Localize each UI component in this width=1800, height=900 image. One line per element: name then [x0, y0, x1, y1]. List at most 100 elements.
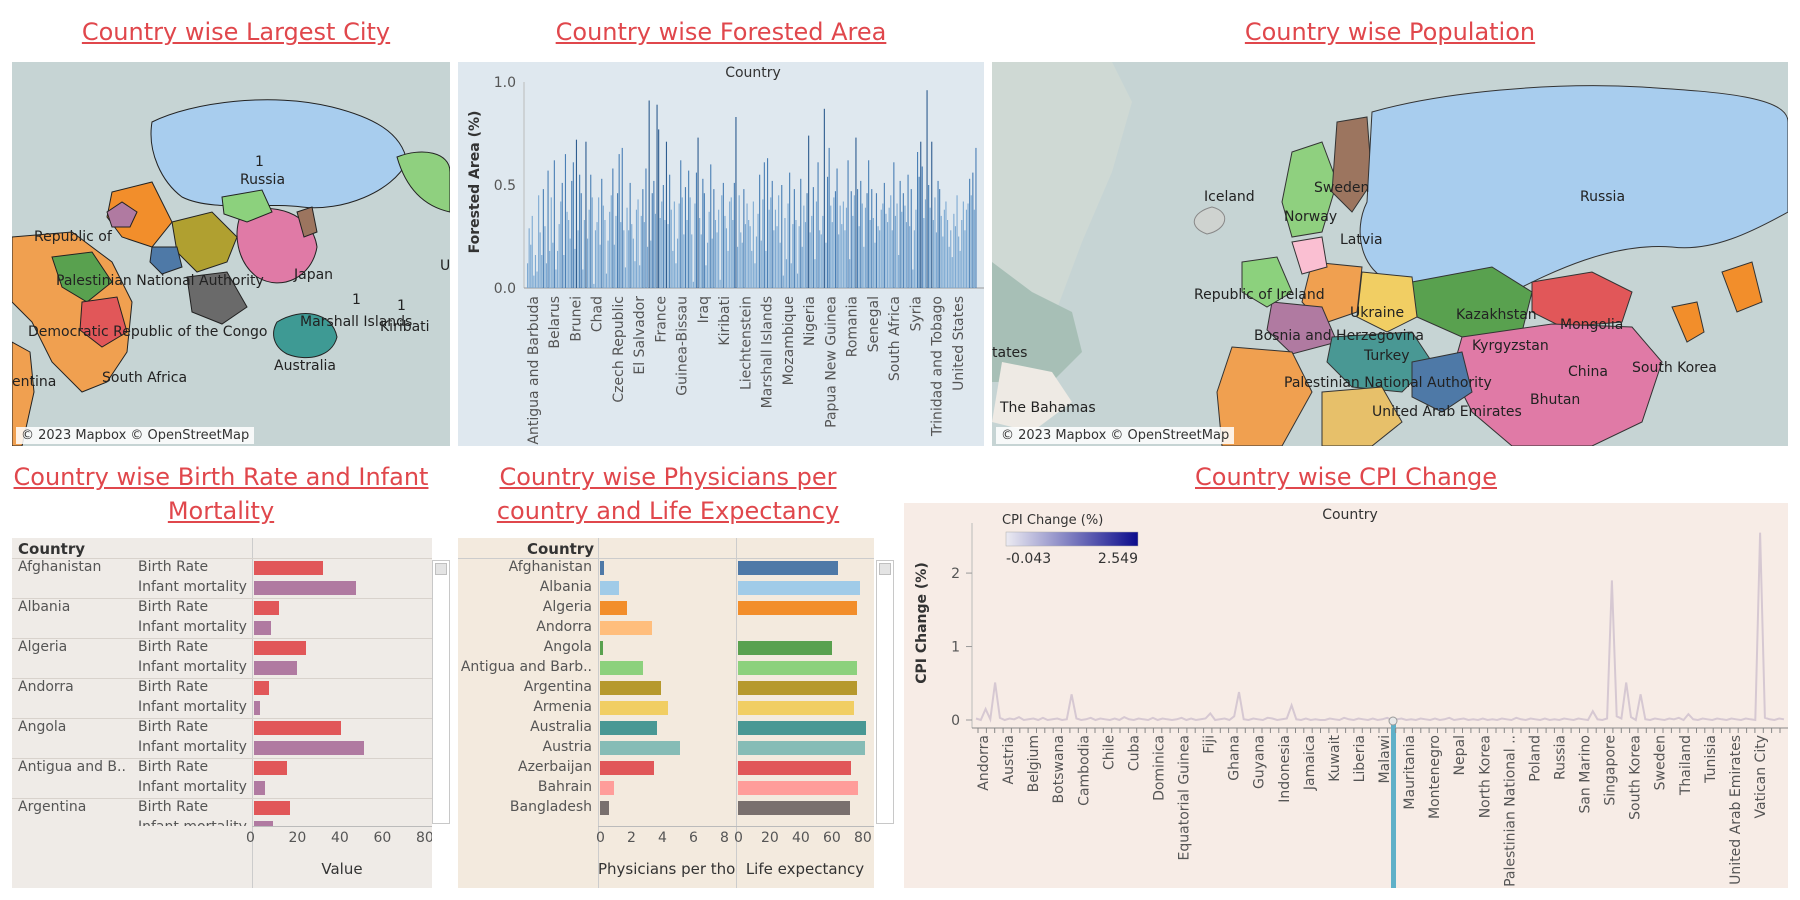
birth-rate-bar[interactable] [254, 721, 341, 735]
physicians-bar[interactable] [600, 701, 669, 715]
forest-bar [905, 222, 908, 288]
physicians-scrollbar-thumb[interactable] [879, 563, 891, 575]
forested-area-title[interactable]: Country wise Forested Area [555, 18, 887, 46]
physicians-country[interactable]: Andorra [536, 619, 592, 635]
forest-bar [858, 226, 860, 288]
cpi-highlight-point[interactable] [1388, 716, 1398, 726]
life-expectancy-bar[interactable] [738, 581, 860, 595]
infant-mortality-bar[interactable] [254, 821, 273, 826]
map-credit[interactable]: © 2023 Mapbox © OpenStreetMap [16, 427, 255, 444]
life-expectancy-bar[interactable] [738, 781, 858, 795]
life-expectancy-bar[interactable] [738, 741, 865, 755]
forest-bar [875, 193, 878, 288]
forest-bar [923, 218, 925, 288]
physicians-bar[interactable] [600, 621, 652, 635]
forest-bar [847, 160, 849, 288]
birth-infant-country[interactable]: Algeria [18, 639, 68, 655]
physicians-bar[interactable] [600, 761, 654, 775]
forest-bar [797, 273, 799, 288]
birth-infant-scrollbar-thumb[interactable] [435, 563, 447, 575]
forest-bar [958, 236, 960, 288]
physicians-country[interactable]: Angola [543, 639, 592, 655]
life-expectancy-bar[interactable] [738, 681, 857, 695]
physicians-bar[interactable] [600, 741, 681, 755]
forest-bar [861, 203, 863, 288]
forest-bar [771, 180, 773, 288]
population-title[interactable]: Country wise Population [1244, 18, 1536, 46]
physicians-country[interactable]: Azerbaijan [518, 759, 592, 775]
infant-mortality-bar[interactable] [254, 701, 260, 715]
infant-mortality-bar[interactable] [254, 741, 364, 755]
forest-bar [598, 197, 600, 288]
infant-mortality-bar[interactable] [254, 581, 356, 595]
physicians-bar[interactable] [600, 641, 604, 655]
birth-infant-scrollbar[interactable] [432, 560, 450, 824]
population-map[interactable]: Iceland Sweden Norway Russia Latvia Repu… [992, 62, 1788, 446]
life-expectancy-bar[interactable] [738, 701, 855, 715]
physicians-bar[interactable] [600, 801, 609, 815]
life-expectancy-bar[interactable] [738, 801, 851, 815]
life-expectancy-bar[interactable] [738, 761, 851, 775]
physicians-country[interactable]: Antigua and Barb.. [460, 659, 592, 675]
physicians-bar[interactable] [600, 561, 605, 575]
physicians-bar[interactable] [600, 581, 619, 595]
life-expectancy-bar[interactable] [738, 601, 857, 615]
forest-bar [894, 215, 897, 288]
birth-infant-country[interactable]: Andorra [18, 679, 74, 695]
life-expectancy-bar[interactable] [738, 561, 838, 575]
birth-rate-bar[interactable] [254, 641, 306, 655]
physicians-country[interactable]: Algeria [542, 599, 592, 615]
forest-bar [795, 220, 797, 288]
life-expectancy-bar[interactable] [738, 641, 833, 655]
birth-rate-bar[interactable] [254, 681, 270, 695]
birth-rate-bar[interactable] [254, 801, 291, 815]
forest-bar [746, 203, 748, 288]
physicians-country[interactable]: Argentina [523, 679, 592, 695]
physicians-country[interactable]: Bangladesh [509, 799, 592, 815]
forest-bar [921, 166, 923, 288]
physicians-country[interactable]: Afghanistan [508, 559, 592, 575]
physicians-country[interactable]: Bahrain [537, 779, 592, 795]
birth-infant-measure: Birth Rate [138, 679, 209, 695]
life-expectancy-bar[interactable] [738, 721, 867, 735]
birth-infant-country[interactable]: Angola [18, 719, 67, 735]
birth-infant-country[interactable]: Antigua and B.. [18, 759, 126, 775]
physicians-x-tick: 4 [658, 830, 667, 846]
largest-city-title[interactable]: Country wise Largest City [81, 18, 391, 46]
birth-rate-bar[interactable] [254, 561, 324, 575]
forest-bar [590, 174, 592, 288]
birth-infant-country[interactable]: Argentina [18, 799, 87, 815]
cpi-title[interactable]: Country wise CPI Change [1195, 463, 1497, 491]
forest-bar [793, 189, 795, 288]
life-expectancy-bar[interactable] [738, 661, 858, 675]
cpi-legend-title: CPI Change (%) [1002, 513, 1103, 528]
physicians-country[interactable]: Australia [530, 719, 592, 735]
forest-bar [959, 250, 961, 288]
physicians-country[interactable]: Armenia [533, 699, 592, 715]
physicians-bar[interactable] [600, 601, 627, 615]
physicians-title[interactable]: Country wise Physicians per country and … [496, 463, 840, 525]
birth-infant-country[interactable]: Afghanistan [18, 559, 102, 575]
birth-infant-measure: Birth Rate [138, 559, 209, 575]
physicians-country[interactable]: Austria [542, 739, 592, 755]
infant-mortality-bar[interactable] [254, 781, 265, 795]
birth-infant-country[interactable]: Albania [18, 599, 71, 615]
birth-rate-bar[interactable] [254, 601, 280, 615]
map-credit[interactable]: © 2023 Mapbox © OpenStreetMap [996, 427, 1235, 444]
physicians-bar[interactable] [600, 781, 615, 795]
infant-mortality-bar[interactable] [254, 621, 271, 635]
map-label: Bhutan [1530, 392, 1581, 408]
physicians-scrollbar[interactable] [876, 560, 894, 824]
largest-city-map[interactable]: 1 Russia Republic of Palestinian Nationa… [12, 62, 450, 446]
birth-infant-title[interactable]: Country wise Birth Rate and Infant Morta… [13, 463, 429, 525]
birth-rate-bar[interactable] [254, 761, 287, 775]
physicians-bar[interactable] [600, 661, 643, 675]
forest-bar [681, 197, 683, 288]
physicians-bar[interactable] [600, 681, 662, 695]
cpi-highlight-band[interactable] [1391, 723, 1396, 888]
physicians-country[interactable]: Albania [539, 579, 592, 595]
physicians-bar[interactable] [600, 721, 657, 735]
forest-bar [943, 209, 945, 288]
infant-mortality-bar[interactable] [254, 661, 297, 675]
forest-bar [552, 242, 554, 288]
